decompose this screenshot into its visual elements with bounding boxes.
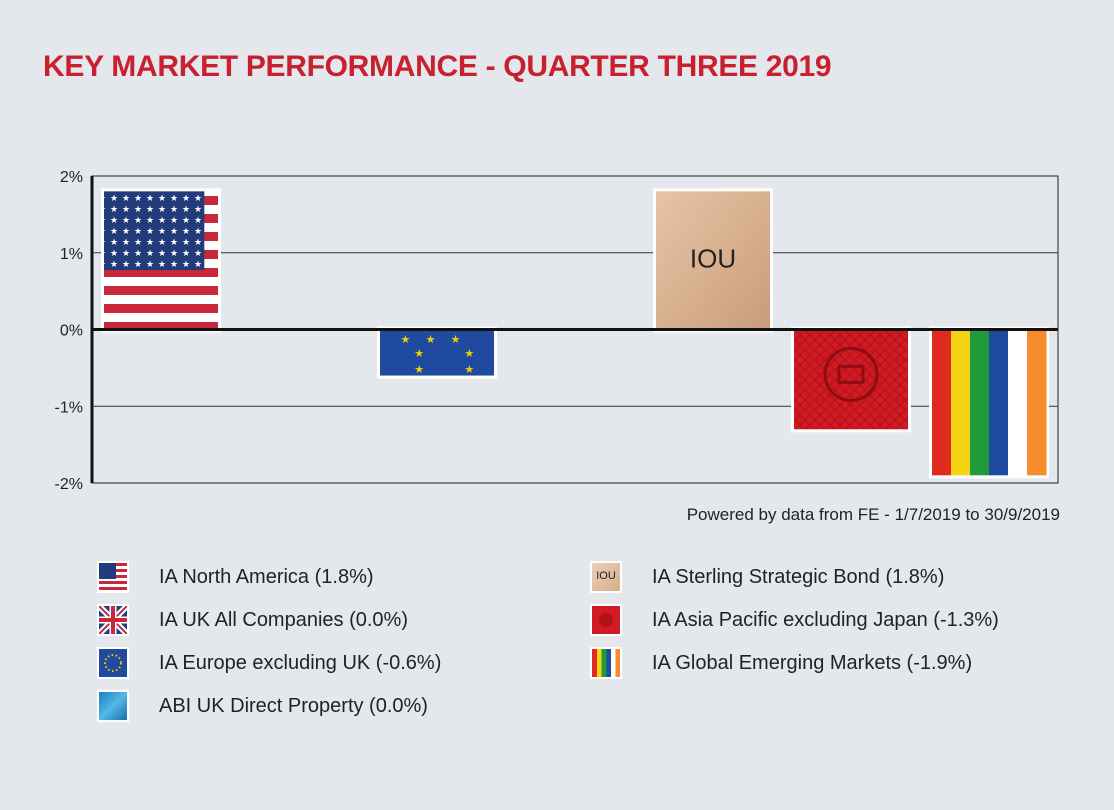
legend-item: IA Global Emerging Markets (-1.9%)	[590, 647, 972, 679]
property-blue-swatch-icon	[97, 690, 129, 722]
eu-star: ★	[451, 333, 461, 346]
bar-rainbow	[929, 326, 1049, 479]
legend-label: IA Europe excluding UK (-0.6%)	[159, 651, 442, 674]
y-tick-label: 2%	[60, 169, 83, 186]
iou-swatch-icon: IOU	[590, 561, 622, 593]
legend-label: ABI UK Direct Property (0.0%)	[159, 694, 428, 717]
bar-asia-red	[791, 326, 911, 433]
bar-stripe	[932, 329, 952, 476]
bar-ornament	[837, 364, 865, 384]
bar-stripe	[1027, 329, 1047, 476]
legend-item: IA Europe excluding UK (-0.6%)	[97, 647, 441, 679]
eu-star: ★	[464, 363, 474, 376]
eu-star: ★	[464, 347, 474, 360]
bar-stripe	[970, 329, 990, 476]
source-note: Powered by data from FE - 1/7/2019 to 30…	[686, 505, 1060, 524]
uk-flag-swatch-icon	[97, 604, 129, 636]
iou-swatch-text: IOU	[596, 570, 616, 582]
bar-star-field	[104, 191, 205, 271]
legend-label: IA Global Emerging Markets (-1.9%)	[652, 651, 973, 674]
eu-star: ★	[401, 333, 411, 346]
legend-item: ABI UK Direct Property (0.0%)	[97, 690, 428, 722]
legend-item: IA North America (1.8%)	[97, 561, 374, 593]
bar-iou: IOU	[653, 188, 773, 333]
eu-star: ★	[426, 333, 436, 346]
bar-us-flag	[101, 188, 221, 333]
bar-stripe	[951, 329, 971, 476]
bar-chart: ★ 2% 1% 0% -1% -2% ★★★★★★★ IOU	[55, 169, 1059, 493]
bar-eu-flag: ★ ★ ★★ ★★ ★	[377, 326, 497, 379]
legend-item: IOU IA Sterling Strategic Bond (1.8%)	[590, 561, 944, 593]
legend-label: IA UK All Companies (0.0%)	[159, 608, 408, 631]
legend-item: IA Asia Pacific excluding Japan (-1.3%)	[590, 604, 999, 636]
y-tick-label: 1%	[60, 246, 83, 263]
us-flag-swatch-icon	[97, 561, 129, 593]
legend-label: IA Sterling Strategic Bond (1.8%)	[652, 565, 945, 588]
rainbow-swatch-icon	[590, 647, 622, 679]
page-title: KEY MARKET PERFORMANCE - QUARTER THREE 2…	[43, 50, 832, 83]
bar-ornament	[823, 346, 879, 402]
asia-red-swatch-icon	[590, 604, 622, 636]
eu-star: ★	[414, 347, 424, 360]
eu-star: ★	[414, 363, 424, 376]
bar-fill	[656, 191, 770, 330]
bar-label-iou: IOU	[690, 243, 736, 273]
bar-fill	[794, 329, 908, 430]
eu-flag-swatch-icon	[97, 647, 129, 679]
y-tick-label: 0%	[60, 323, 83, 340]
bar-fill	[380, 329, 494, 376]
legend-item: IA UK All Companies (0.0%)	[97, 604, 408, 636]
y-tick-label: -1%	[55, 399, 83, 416]
bar-stripe	[1008, 329, 1028, 476]
y-tick-label: -2%	[55, 476, 83, 493]
bar-stripe	[989, 329, 1009, 476]
legend-label: IA North America (1.8%)	[159, 565, 374, 588]
legend-label: IA Asia Pacific excluding Japan (-1.3%)	[652, 608, 999, 631]
